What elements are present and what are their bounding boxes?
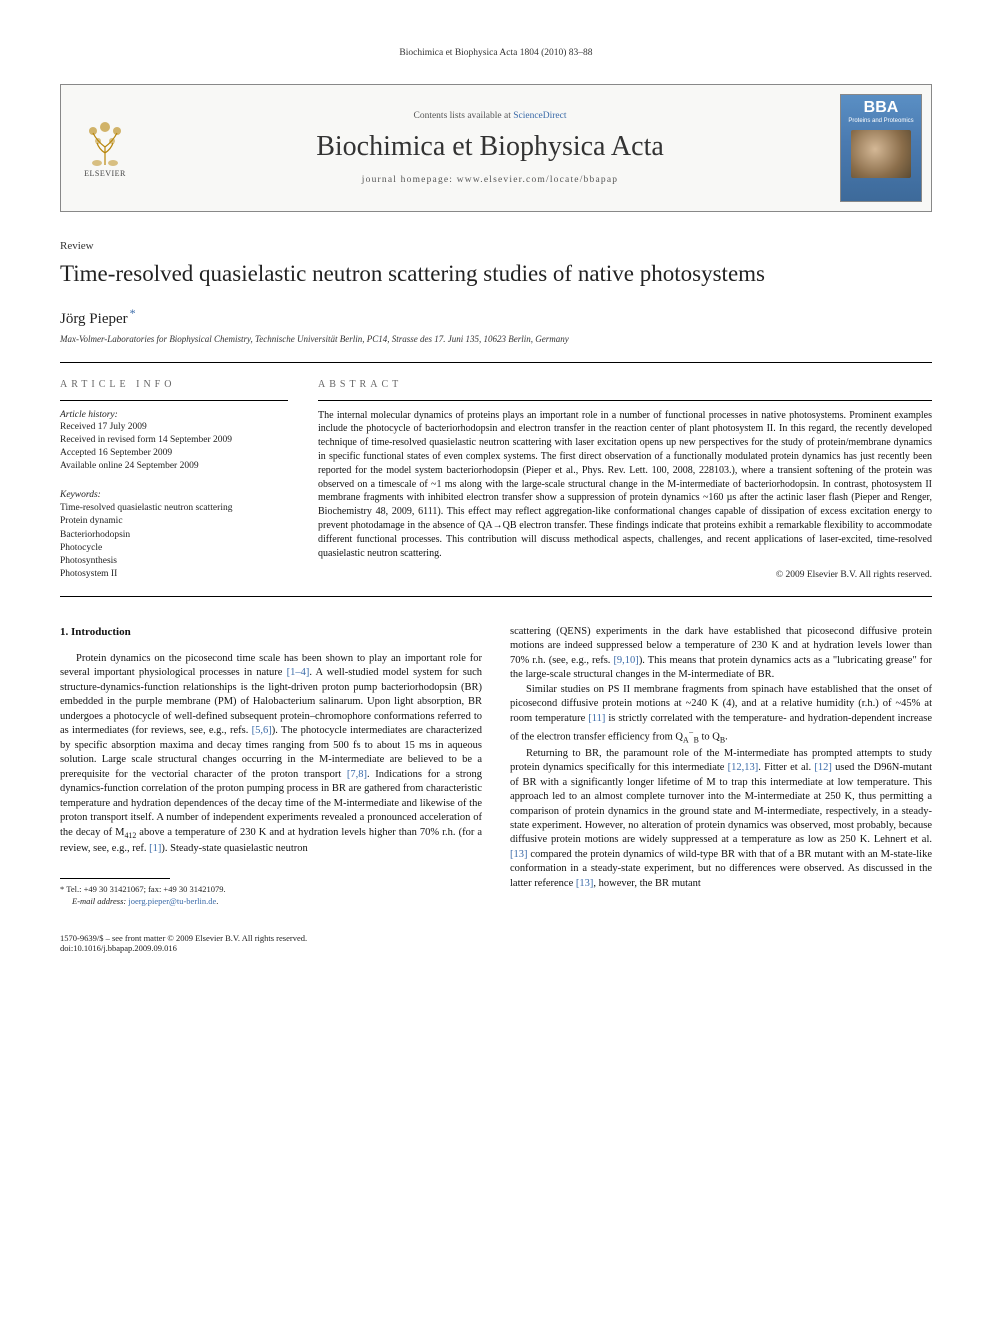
homepage-url[interactable]: www.elsevier.com/locate/bbapap (457, 175, 618, 185)
history-received: Received 17 July 2009 (60, 421, 288, 434)
body-left-column: 1. Introduction Protein dynamics on the … (60, 625, 482, 907)
body-text: , however, the BR mutant (593, 878, 700, 889)
keyword-item: Photosystem II (60, 568, 288, 581)
journal-banner: ELSEVIER Contents lists available at Sci… (60, 84, 932, 212)
body-right-column: scattering (QENS) experiments in the dar… (510, 625, 932, 907)
body-paragraph: Protein dynamics on the picosecond time … (60, 652, 482, 856)
body-paragraph: scattering (QENS) experiments in the dar… (510, 625, 932, 683)
body-text: ). Steady-state quasielastic neutron (161, 843, 307, 854)
page-footer: 1570-9639/$ – see front matter © 2009 El… (60, 933, 932, 953)
author-email-link[interactable]: joerg.pieper@tu-berlin.de (128, 896, 216, 906)
elsevier-label: ELSEVIER (84, 169, 126, 178)
ref-link[interactable]: [13] (576, 878, 594, 889)
email-suffix: . (216, 896, 218, 906)
sciencedirect-link[interactable]: ScienceDirect (513, 111, 566, 121)
abstract-text: The internal molecular dynamics of prote… (318, 400, 932, 561)
footnote-tel: Tel.: +49 30 31421067; fax: +49 30 31421… (64, 884, 225, 894)
affiliation: Max-Volmer-Laboratories for Biophysical … (60, 334, 932, 344)
body-text: compared the protein dynamics of wild-ty… (510, 849, 932, 889)
cover-image (851, 130, 911, 178)
running-header: Biochimica et Biophysica Acta 1804 (2010… (60, 48, 932, 58)
history-online: Available online 24 September 2009 (60, 460, 288, 473)
intro-heading: 1. Introduction (60, 625, 482, 640)
homepage-prefix: journal homepage: (362, 175, 457, 185)
contents-prefix: Contents lists available at (413, 111, 513, 121)
ref-link[interactable]: [11] (588, 713, 605, 724)
body-paragraph: Returning to BR, the paramount role of t… (510, 747, 932, 892)
info-abstract-block: ARTICLE INFO Article history: Received 1… (60, 362, 932, 597)
body-text: to Q (699, 732, 720, 743)
ref-link[interactable]: [12] (814, 762, 832, 773)
keyword-item: Protein dynamic (60, 515, 288, 528)
subscript: 412 (124, 831, 136, 840)
publisher-logo-area: ELSEVIER (61, 85, 149, 211)
keywords-label: Keywords: (60, 489, 288, 502)
body-text: . Fitter et al. (758, 762, 814, 773)
history-revised: Received in revised form 14 September 20… (60, 434, 288, 447)
abstract-copyright: © 2009 Elsevier B.V. All rights reserved… (318, 570, 932, 580)
history-accepted: Accepted 16 September 2009 (60, 447, 288, 460)
keyword-item: Bacteriorhodopsin (60, 529, 288, 542)
ref-link[interactable]: [7,8] (347, 769, 367, 780)
body-text: used the D96N-mutant of BR with a signif… (510, 762, 932, 845)
keyword-item: Time-resolved quasielastic neutron scatt… (60, 502, 288, 515)
body-text: . (725, 732, 728, 743)
contents-available-line: Contents lists available at ScienceDirec… (413, 111, 566, 121)
ref-link[interactable]: [5,6] (252, 725, 272, 736)
article-title: Time-resolved quasielastic neutron scatt… (60, 260, 932, 288)
journal-cover-thumbnail: BBA Proteins and Proteomics (840, 94, 922, 202)
history-label: Article history: (60, 409, 288, 422)
banner-center: Contents lists available at ScienceDirec… (149, 85, 831, 211)
ref-link[interactable]: [13] (510, 849, 528, 860)
footer-copyright: 1570-9639/$ – see front matter © 2009 El… (60, 933, 307, 943)
keywords-block: Keywords: Time-resolved quasielastic neu… (60, 489, 288, 582)
body-columns: 1. Introduction Protein dynamics on the … (60, 625, 932, 907)
elsevier-tree-icon (83, 119, 127, 167)
author-name: Jörg Pieper (60, 311, 128, 327)
corresponding-footnote: * Tel.: +49 30 31421067; fax: +49 30 314… (60, 884, 482, 907)
cover-title: BBA (864, 99, 899, 117)
journal-homepage-line: journal homepage: www.elsevier.com/locat… (362, 175, 618, 185)
author-line: Jörg Pieper* (60, 306, 932, 328)
email-label: E-mail address: (72, 896, 128, 906)
article-info-label: ARTICLE INFO (60, 379, 288, 390)
corresponding-star-icon[interactable]: * (130, 306, 136, 320)
ref-link[interactable]: [12,13] (728, 762, 759, 773)
abstract-label: ABSTRACT (318, 379, 932, 390)
cover-thumb-area: BBA Proteins and Proteomics (831, 85, 931, 211)
body-paragraph: Similar studies on PS II membrane fragme… (510, 683, 932, 747)
footer-left: 1570-9639/$ – see front matter © 2009 El… (60, 933, 307, 953)
article-type: Review (60, 240, 932, 252)
footer-doi[interactable]: doi:10.1016/j.bbapap.2009.09.016 (60, 943, 307, 953)
keyword-item: Photosynthesis (60, 555, 288, 568)
abstract-column: ABSTRACT The internal molecular dynamics… (318, 379, 932, 582)
article-info-column: ARTICLE INFO Article history: Received 1… (60, 379, 288, 582)
elsevier-logo: ELSEVIER (74, 112, 136, 184)
article-history: Article history: Received 17 July 2009 R… (60, 400, 288, 473)
footnote-separator (60, 878, 170, 879)
ref-link[interactable]: [1] (149, 843, 161, 854)
cover-subtitle: Proteins and Proteomics (848, 118, 913, 124)
ref-link[interactable]: [1–4] (287, 667, 310, 678)
journal-name: Biochimica et Biophysica Acta (316, 131, 664, 163)
keyword-item: Photocycle (60, 542, 288, 555)
ref-link[interactable]: [9,10] (613, 655, 638, 666)
